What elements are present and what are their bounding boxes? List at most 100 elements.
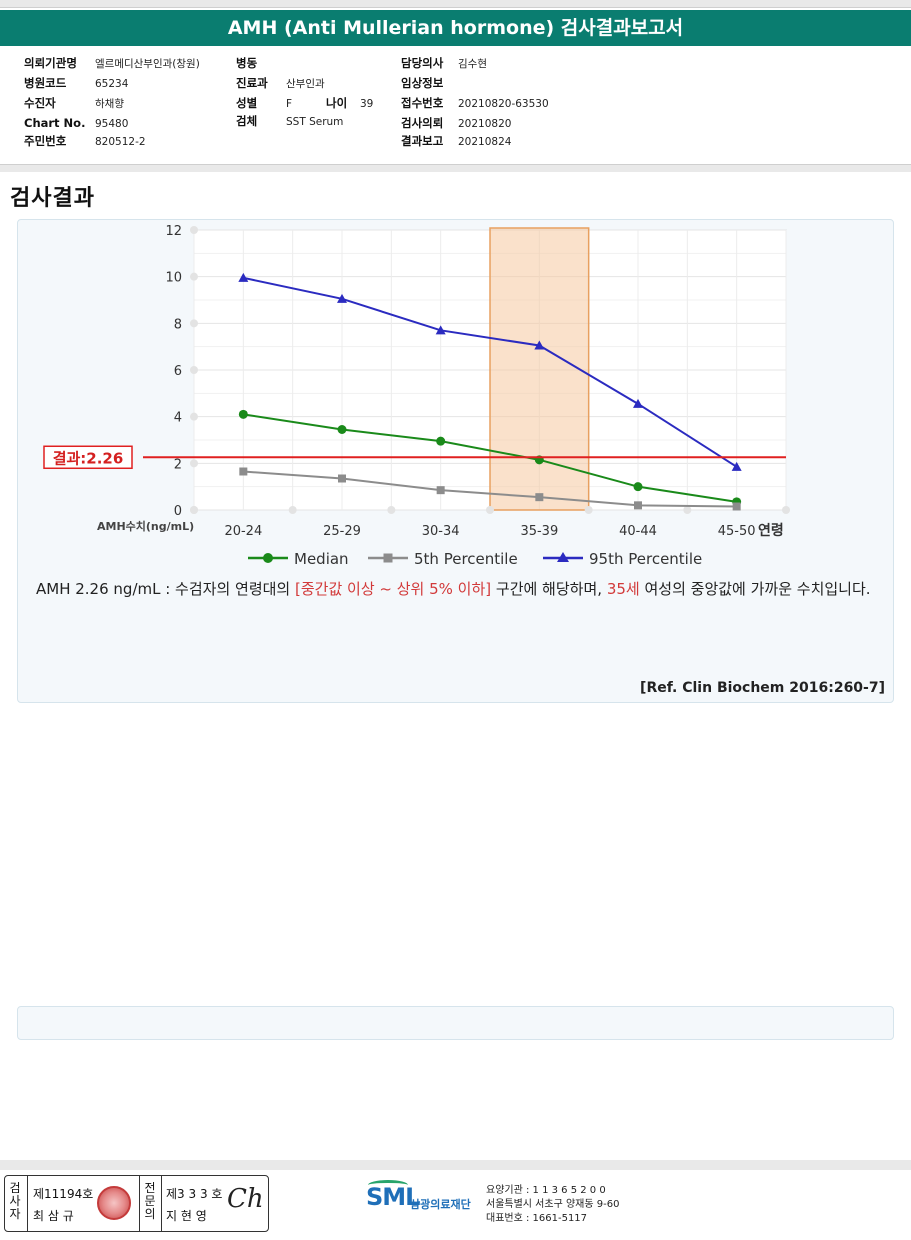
amh-chart: 0 2 4 6 8 10 12 20-24 25-29 30-34 35-39 40-44 45-50 A… xyxy=(43,224,790,568)
info-row: 진료과 xyxy=(236,76,268,90)
x-tick-dot xyxy=(782,506,790,514)
x-tick-dot xyxy=(683,506,692,514)
data-point xyxy=(535,493,544,502)
x-tick-dot xyxy=(190,506,198,514)
info-value: 김수현 xyxy=(458,58,487,70)
info-row: 병원코드 xyxy=(24,76,67,90)
y-axis-label: AMH수치(ng/mL) xyxy=(97,519,194,533)
org-info: 요양기관 : 1 1 3 6 5 2 0 0 서울특별시 서초구 양재동 9-6… xyxy=(486,1184,619,1226)
info-value: 엘르메디산부인과(창원) xyxy=(95,58,200,70)
info-value: 820512-2 xyxy=(95,136,146,148)
info-value: 20210820-63530 xyxy=(458,98,549,110)
info-value: F xyxy=(286,98,293,110)
data-point xyxy=(534,340,545,350)
highlight-band xyxy=(489,227,590,511)
y-tick-label: 6 xyxy=(174,364,182,379)
report-title: AMH (Anti Mullerian hormone) 검사결과보고서 xyxy=(0,10,911,46)
legend-marker xyxy=(557,552,569,562)
logo-arc-icon xyxy=(368,1180,408,1190)
data-point xyxy=(436,486,445,495)
y-tick-label: 2 xyxy=(174,457,182,472)
y-tick-dot xyxy=(190,319,198,328)
info-row: Chart No. xyxy=(24,116,86,130)
x-tick-label: 25-29 xyxy=(323,524,361,539)
info-value: SST Serum xyxy=(286,116,344,128)
info-row: 병동 xyxy=(236,56,258,70)
info-value: 95480 xyxy=(95,118,129,130)
x-tick-label: 45-50 xyxy=(718,524,756,539)
footer-divider xyxy=(0,1160,911,1170)
interpretation-age: 35세 xyxy=(606,580,640,598)
info-row: 의뢰기관명 xyxy=(24,56,77,70)
x-tick-dot xyxy=(486,506,494,514)
y-tick-dot xyxy=(190,366,198,374)
legend-marker xyxy=(263,553,273,563)
info-value: 하채향 xyxy=(95,98,124,110)
data-point xyxy=(732,502,741,511)
patient-info: 의뢰기관명 엘르메디산부인과(창원) 병원코드 65234 수진자 하채향 Ch… xyxy=(0,46,911,164)
y-tick-dot xyxy=(190,226,198,234)
data-point xyxy=(239,467,248,476)
info-row: 접수번호 xyxy=(401,96,444,110)
info-row: 검사의뢰 xyxy=(401,116,444,130)
data-point xyxy=(731,461,742,471)
info-row: 임상정보 xyxy=(401,76,444,90)
y-tick-dot xyxy=(190,272,198,281)
org-name: 삼광의료재단 xyxy=(410,1198,471,1211)
result-label-box xyxy=(43,445,133,470)
info-row: 성별 xyxy=(236,96,258,110)
x-tick-label: 40-44 xyxy=(619,524,657,539)
comment-panel xyxy=(17,1006,894,1040)
x-tick-dot xyxy=(584,506,593,514)
x-axis-label: 연령 xyxy=(758,523,784,539)
signature-box: 검사자 제11194호 최 삼 규 전문의 제3 3 3 호 지 현 영 Ch xyxy=(4,1175,269,1232)
inspector-number: 제11194호 xyxy=(33,1187,94,1201)
y-tick-dot xyxy=(190,459,198,468)
data-point xyxy=(436,436,446,446)
info-row: 검체 xyxy=(236,114,258,128)
y-tick-dot xyxy=(190,412,198,421)
data-point xyxy=(633,482,643,492)
inspector-label: 검사자 xyxy=(9,1181,21,1221)
info-value: 산부인과 xyxy=(286,78,325,90)
y-tick-label: 10 xyxy=(165,271,182,286)
data-point xyxy=(338,474,346,483)
data-point xyxy=(337,425,347,434)
info-divider xyxy=(0,164,911,172)
data-point xyxy=(633,398,643,408)
data-point xyxy=(337,293,347,303)
legend-label: Median xyxy=(294,550,349,568)
info-row: 주민번호 xyxy=(24,134,67,148)
info-value: 20210824 xyxy=(458,136,512,148)
info-value: 65234 xyxy=(95,78,129,90)
doctor-label: 전문의 xyxy=(144,1181,156,1221)
signature: Ch xyxy=(227,1184,264,1214)
seal-stamp xyxy=(97,1186,131,1220)
data-point xyxy=(634,501,642,510)
x-tick-label: 20-24 xyxy=(224,524,262,539)
data-point xyxy=(435,325,446,335)
org-address: 서울특별시 서초구 양재동 9-60 xyxy=(486,1199,620,1210)
age-value: 39 xyxy=(360,98,374,110)
interpretation-range: [중간값 이상 ~ 상위 5% 이하] xyxy=(295,580,492,598)
legend-label: 5th Percentile xyxy=(414,550,518,568)
series-line-2 xyxy=(243,276,738,468)
sml-logo: SML xyxy=(366,1183,420,1211)
legend-label: 95th Percentile xyxy=(589,550,702,568)
info-row: 결과보고 xyxy=(401,134,444,148)
y-tick-label: 12 xyxy=(165,224,182,239)
doctor-name: 지 현 영 xyxy=(166,1209,207,1223)
data-point xyxy=(238,272,249,282)
series-line-1 xyxy=(243,470,737,508)
info-row: 담당의사 xyxy=(401,56,444,70)
x-tick-label: 35-39 xyxy=(520,524,558,539)
section-title: 검사결과 xyxy=(10,186,95,211)
y-tick-label: 4 xyxy=(174,411,182,426)
result-label: 결과:2.26 xyxy=(53,449,124,467)
x-tick-label: 30-34 xyxy=(422,524,460,539)
x-tick-dot xyxy=(387,506,396,514)
info-row: 수진자 xyxy=(24,96,56,110)
x-tick-dot xyxy=(288,506,297,514)
interpretation-text: AMH 2.26 ng/mL : 수검자의 연령대의 [중간값 이상 ~ 상위 … xyxy=(36,580,871,598)
y-tick-label: 0 xyxy=(174,504,182,519)
